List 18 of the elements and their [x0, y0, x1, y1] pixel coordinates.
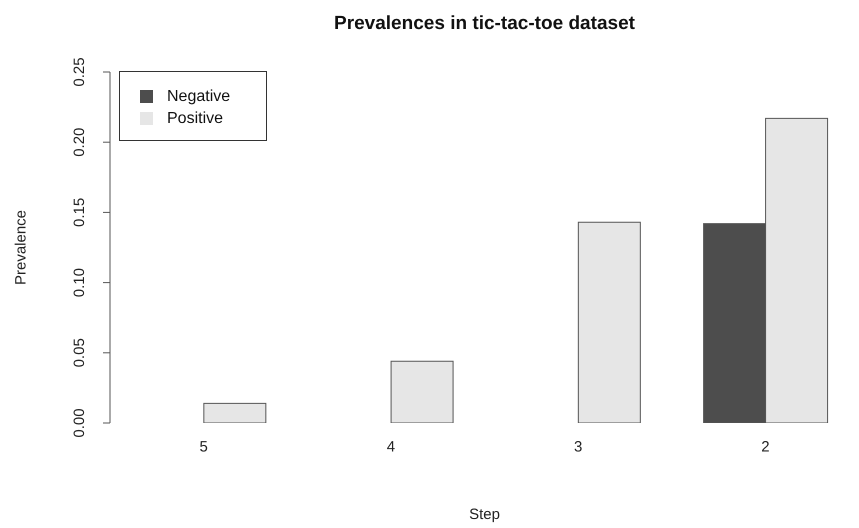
bar: [578, 222, 641, 423]
x-tick-label: 3: [574, 438, 582, 456]
y-tick-label: 0.00: [71, 408, 88, 438]
bar: [203, 402, 266, 423]
y-tick-label: 0.05: [71, 338, 88, 368]
x-tick-label: 4: [386, 438, 396, 456]
y-tick-label: 0.20: [71, 128, 88, 157]
x-axis-title: Step: [469, 506, 500, 523]
x-tick-label: 5: [199, 438, 208, 456]
legend-label: Negative: [167, 88, 230, 105]
y-tick-label: 0.10: [71, 268, 88, 298]
y-axis-title: Prevalence: [12, 210, 30, 286]
y-tick-label: 0.25: [71, 57, 88, 87]
x-tick-label: 2: [761, 438, 770, 456]
bar: [390, 360, 454, 423]
y-tick-label: 0.15: [71, 198, 88, 227]
legend-label: Positive: [167, 110, 224, 127]
chart-title: Prevalences in tic-tac-toe dataset: [333, 13, 636, 35]
